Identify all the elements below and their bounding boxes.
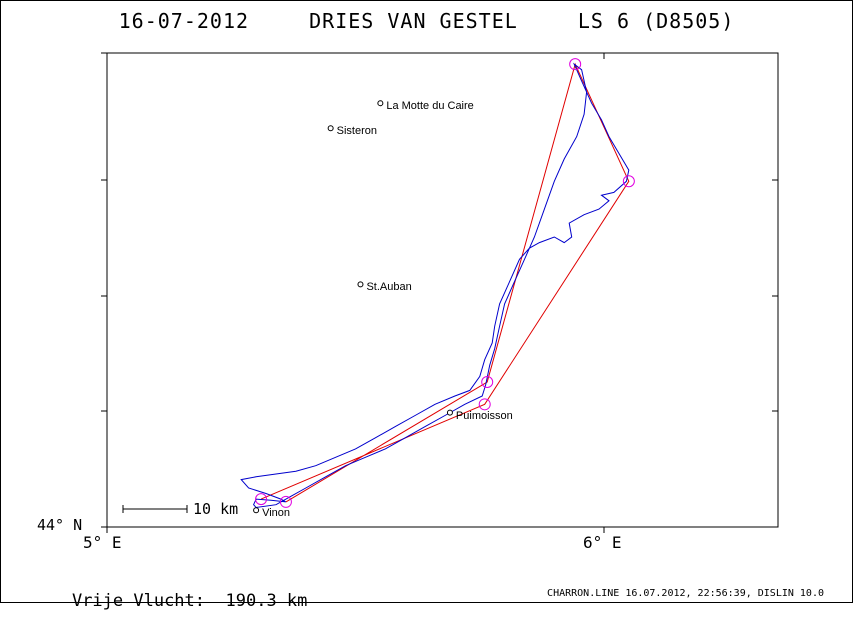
title-line: 16-07-2012 DRIES VAN GESTEL LS 6 (D8505) — [1, 9, 852, 33]
axis-ticks — [101, 52, 778, 533]
town-label: La Motte du Caire — [386, 100, 474, 113]
map-canvas — [101, 52, 779, 533]
lat-label: 44° N — [37, 516, 83, 534]
credits-line: CHARRON.LINE 16.07.2012, 22:56:39, DISLI… — [547, 588, 824, 599]
map-frame — [106, 52, 779, 528]
town-marker — [253, 507, 260, 514]
flight-track — [240, 62, 630, 509]
town-marker — [357, 281, 364, 288]
town-marker — [377, 100, 384, 107]
turnpoint-circle — [255, 493, 268, 506]
town-label: Vinon — [262, 507, 291, 520]
town-markers — [253, 100, 453, 514]
turnpoint-circle — [478, 398, 491, 411]
task-route-line — [260, 62, 630, 503]
turnpoint-circle — [279, 495, 292, 508]
free-flight-distance: Vrije Vlucht: 190.3 km — [31, 571, 307, 631]
pilot-name: DRIES VAN GESTEL — [309, 9, 518, 33]
scale-bar — [122, 505, 188, 513]
lon-label-6e: 6° E — [583, 533, 622, 552]
glider-type: LS 6 (D8505) — [577, 9, 735, 33]
turnpoint-markers — [255, 58, 635, 508]
scale-label: 10 km — [193, 500, 239, 518]
town-label: St.Auban — [366, 281, 412, 294]
town-marker — [446, 409, 453, 416]
task-triangle — [260, 62, 630, 503]
town-marker — [327, 125, 334, 132]
track-line — [240, 62, 630, 509]
turnpoint-circle — [481, 376, 494, 389]
town-label: Sisteron — [336, 125, 377, 138]
town-label: Puimoisson — [455, 409, 513, 422]
flight-date: 16-07-2012 — [118, 9, 250, 33]
igc-map-plot: 16-07-2012 DRIES VAN GESTEL LS 6 (D8505)… — [0, 0, 853, 611]
lon-label-5e: 5° E — [83, 533, 122, 552]
free-flight-label: Vrije Vlucht: — [71, 591, 206, 611]
turnpoint-circle — [569, 58, 582, 71]
free-flight-value: 190.3 km — [225, 591, 308, 611]
turnpoint-circle — [622, 175, 635, 188]
